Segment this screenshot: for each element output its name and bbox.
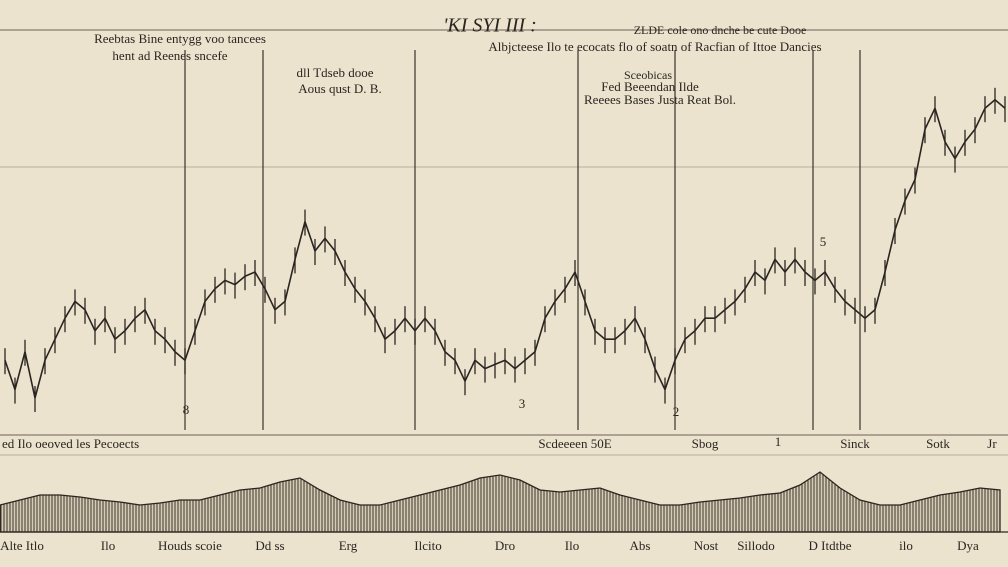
mid-label: Jr (987, 436, 997, 451)
x-tick-label: Ilo (565, 538, 579, 553)
note: Reeees Bases Justa Reat Bol. (584, 92, 736, 107)
x-tick-label: Ilo (101, 538, 115, 553)
x-tick-label: Abs (630, 538, 651, 553)
note: 8 (183, 402, 190, 417)
x-tick-label: Erg (339, 538, 358, 553)
note: 2 (673, 404, 680, 419)
note: dll Tdseb dooe (296, 65, 373, 80)
x-tick-label: Houds scoie (158, 538, 222, 553)
volume-area (0, 471, 1001, 533)
x-tick-label: ilo (899, 538, 913, 553)
header-text: hent ad Reenes sncefe (112, 48, 227, 63)
note: Aous qust D. B. (298, 81, 381, 96)
x-tick-label: Sillodo (737, 538, 775, 553)
x-tick-label: Dd ss (255, 538, 284, 553)
header-text: Albjcteese Ilo te ecocats flo of soatn o… (488, 39, 821, 54)
x-tick-label: Dro (495, 538, 515, 553)
x-tick-label: Dya (957, 538, 979, 553)
mid-label: Sbog (692, 436, 719, 451)
mid-label: Scdeeeen 50E (538, 436, 611, 451)
header-text: ZLDE cole ono dnche be cute Dooe (634, 23, 807, 37)
mid-label: Sinck (840, 436, 870, 451)
mid-label: ed Ilo oeoved les Pecoects (2, 436, 139, 451)
mid-label: Sotk (926, 436, 950, 451)
note: Sceobicas (624, 68, 672, 82)
x-tick-label: Alte Itlo (0, 538, 44, 553)
mid-label: 1 (775, 434, 782, 449)
note: 5 (820, 234, 827, 249)
chart-title: 'KI SYI III : (443, 15, 537, 37)
note: 3 (519, 396, 526, 411)
header-text: Reebtas Bine entygg voo tancees (94, 31, 266, 46)
x-tick-label: Nost (694, 538, 719, 553)
x-tick-label: Ilcito (414, 538, 441, 553)
x-tick-label: D Itdtbe (809, 538, 852, 553)
